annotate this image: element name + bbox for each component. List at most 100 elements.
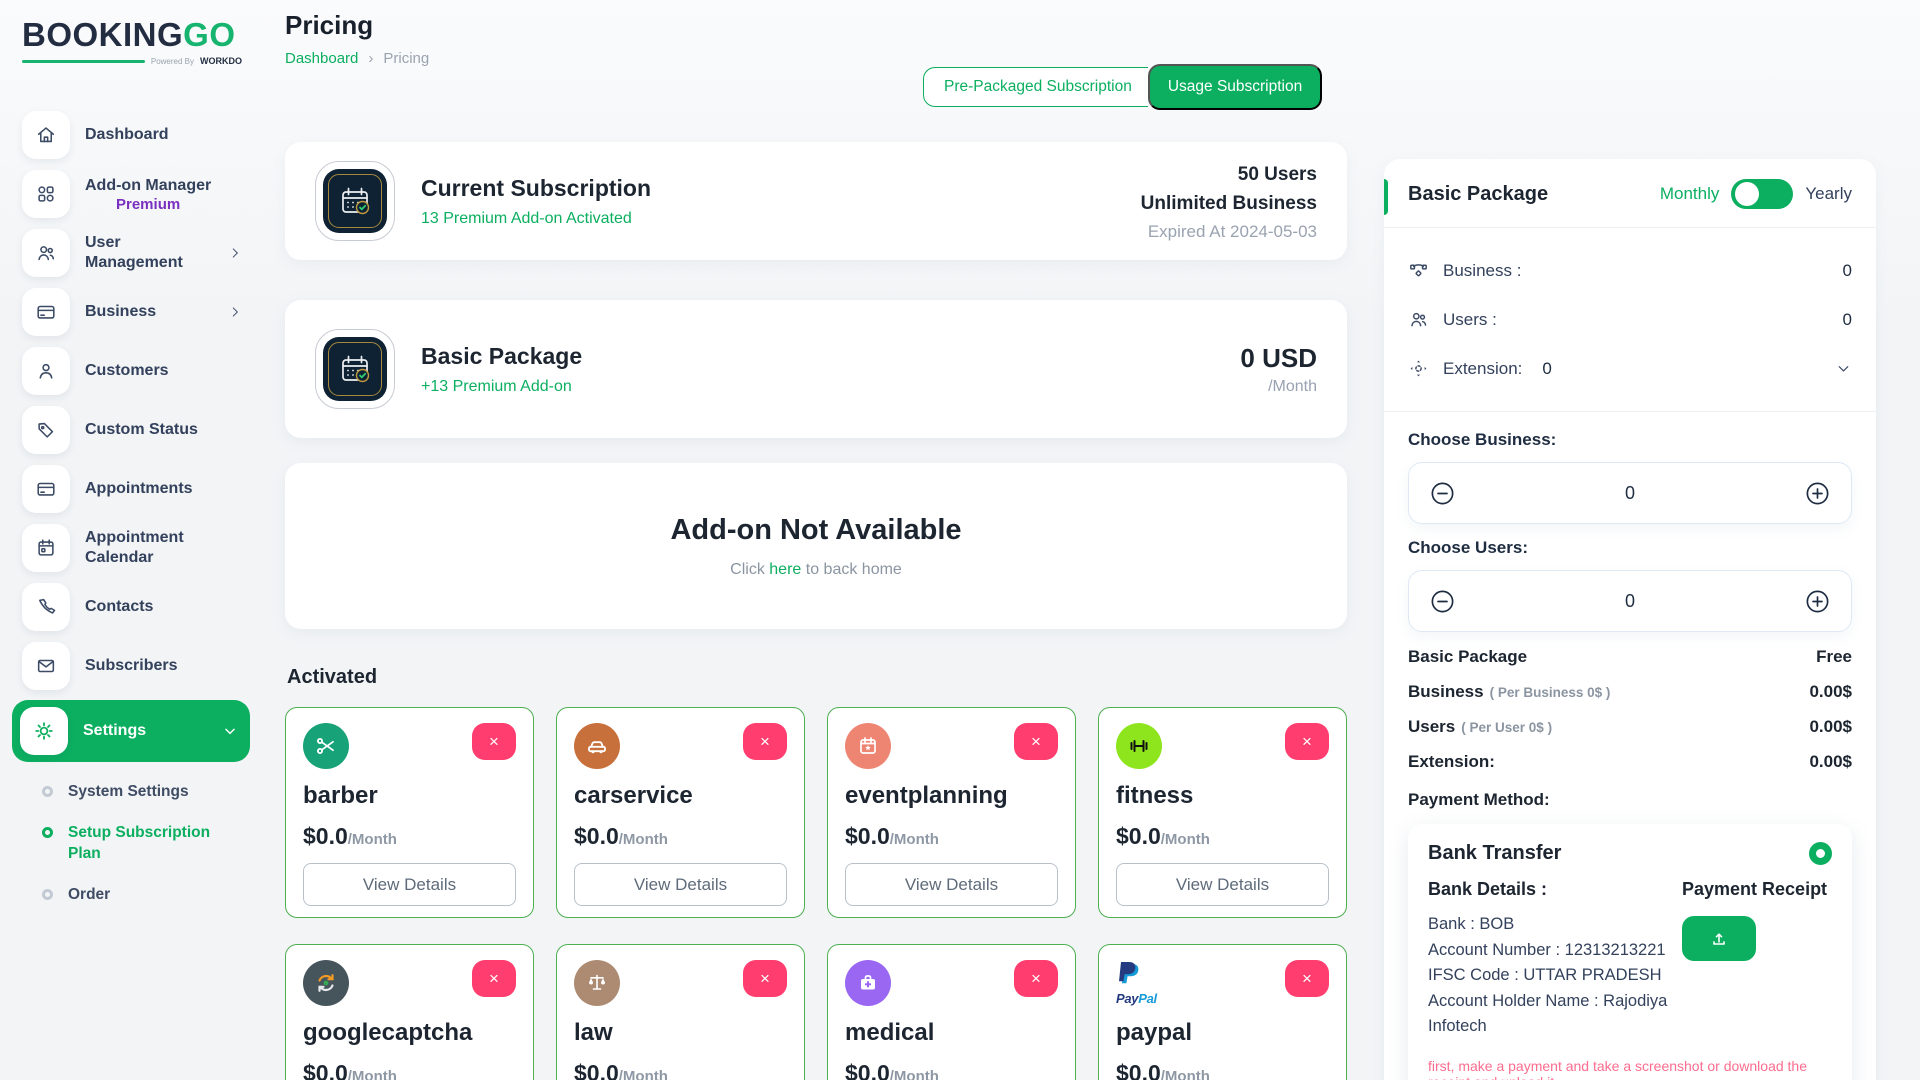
addon-price: $0.0 xyxy=(574,823,619,849)
powered-brand: WORKDO xyxy=(200,56,242,66)
view-details-button[interactable]: View Details xyxy=(574,863,787,906)
users-icon xyxy=(1408,309,1429,330)
close-icon[interactable]: × xyxy=(1285,723,1329,760)
usage-row-users: Users : 0 xyxy=(1408,295,1852,344)
premium-addon-activated-link[interactable]: 13 Premium Add-on Activated xyxy=(421,209,632,227)
bullet-icon xyxy=(42,888,53,900)
business-stepper-value: 0 xyxy=(1624,482,1635,503)
view-details-button[interactable]: View Details xyxy=(845,863,1058,906)
sidebar-item-business[interactable]: Business xyxy=(22,287,242,337)
account-number: Account Number : 12313213221 xyxy=(1428,940,1666,959)
extension-cost: 0.00$ xyxy=(1809,752,1852,771)
minus-icon[interactable] xyxy=(1429,588,1456,615)
close-icon[interactable]: × xyxy=(743,960,787,997)
addon-card-paypal: PayPal × paypal $0.0/Month View Details xyxy=(1098,944,1347,1080)
close-icon[interactable]: × xyxy=(472,960,516,997)
users-icon xyxy=(22,229,70,277)
addon-period: /Month xyxy=(889,831,939,848)
minus-icon[interactable] xyxy=(1429,480,1456,507)
addon-card-googlecaptcha: × googlecaptcha $0.0/Month View Details xyxy=(285,944,534,1080)
current-subscription-card: Current Subscription 13 Premium Add-on A… xyxy=(285,142,1347,260)
addon-period: /Month xyxy=(1160,1068,1210,1080)
barber-icon xyxy=(303,723,349,769)
addon-price: $0.0 xyxy=(303,823,348,849)
plus-icon[interactable] xyxy=(1804,480,1831,507)
ifsc-code: IFSC Code : UTTAR PRADESH xyxy=(1428,966,1662,985)
bank-transfer-radio[interactable] xyxy=(1809,842,1832,865)
home-icon xyxy=(22,111,70,159)
sidebar-item-appointment-calendar[interactable]: Appointment Calendar xyxy=(22,523,242,573)
chevron-right-icon xyxy=(228,246,242,260)
close-icon[interactable]: × xyxy=(1014,723,1058,760)
addon-period: /Month xyxy=(347,831,397,848)
addon-price: $0.0 xyxy=(845,823,890,849)
card-icon xyxy=(22,465,70,513)
account-holder-name: Account Holder Name : Rajodiya Infotech xyxy=(1428,991,1668,1036)
usage-row-extension[interactable]: Extension: 0 xyxy=(1408,344,1852,393)
upload-receipt-button[interactable] xyxy=(1682,916,1756,961)
business-cost: 0.00$ xyxy=(1809,682,1852,701)
breadcrumb-separator: › xyxy=(368,50,374,67)
sidebar-item-customers[interactable]: Customers xyxy=(22,346,242,396)
users-count: 0 xyxy=(1842,309,1852,329)
monthly-label: Monthly xyxy=(1659,184,1720,203)
sidebar-item-settings[interactable]: Settings xyxy=(12,700,250,762)
view-details-button[interactable]: View Details xyxy=(303,863,516,906)
panel-title: Basic Package xyxy=(1408,182,1549,205)
current-business-limit: Unlimited Business xyxy=(1140,193,1317,214)
tab-usage-subscription[interactable]: Usage Subscription xyxy=(1147,64,1323,110)
page-header: Pricing Dashboard › Pricing xyxy=(285,10,429,67)
basic-package-cost: Free xyxy=(1816,647,1852,666)
subscription-icon-frame xyxy=(315,329,395,409)
sidebar-item-dashboard[interactable]: Dashboard xyxy=(22,110,242,160)
plus-icon[interactable] xyxy=(1804,588,1831,615)
close-icon[interactable]: × xyxy=(1014,960,1058,997)
sidebar-item-contacts[interactable]: Contacts xyxy=(22,582,242,632)
sidebar-item-user-management[interactable]: User Management xyxy=(22,228,242,278)
sidebar-subitem-order[interactable]: Order xyxy=(42,885,242,906)
extension-count: 0 xyxy=(1542,358,1552,378)
addon-name: eventplanning xyxy=(845,782,1008,809)
sidebar-item-subscribers[interactable]: Subscribers xyxy=(22,641,242,691)
addon-name: fitness xyxy=(1116,782,1194,809)
person-icon xyxy=(22,347,70,395)
billing-period-toggle[interactable] xyxy=(1731,179,1794,209)
sidebar-item-custom-status[interactable]: Custom Status xyxy=(22,405,242,455)
paypal-wordmark-pal: Pal xyxy=(1138,990,1157,1006)
bank-transfer-note: first, make a payment and take a screens… xyxy=(1428,1057,1807,1080)
close-icon[interactable]: × xyxy=(472,723,516,760)
powered-by-label: Powered By xyxy=(150,56,194,66)
summary-row-basic-package: Basic Package Free xyxy=(1408,647,1852,666)
upload-icon xyxy=(1709,929,1729,949)
yearly-label: Yearly xyxy=(1805,184,1852,203)
back-home-link[interactable]: here xyxy=(769,560,802,578)
usage-row-business: Business : 0 xyxy=(1408,246,1852,295)
subscription-tabs: Pre-Packaged Subscription Usage Subscrip… xyxy=(923,64,1323,110)
grid-icon xyxy=(22,170,70,218)
breadcrumb-dashboard-link[interactable]: Dashboard xyxy=(285,50,359,67)
sidebar-item-addon-manager[interactable]: Add-on Manager Premium xyxy=(22,169,242,219)
close-icon[interactable]: × xyxy=(743,723,787,760)
sidebar-item-appointments[interactable]: Appointments xyxy=(22,464,242,514)
phone-icon xyxy=(22,583,70,631)
premium-addon-link[interactable]: +13 Premium Add-on xyxy=(421,377,572,395)
addon-name: carservice xyxy=(574,782,693,809)
business-stepper: 0 xyxy=(1408,462,1852,524)
sidebar-nav: Dashboard Add-on Manager Premium User Ma… xyxy=(12,110,250,906)
sidebar-subitem-system-settings[interactable]: System Settings xyxy=(42,782,242,803)
addon-name: paypal xyxy=(1116,1019,1193,1046)
back-home-hint: Click here to back home xyxy=(730,561,902,579)
calendar-check-icon xyxy=(323,337,387,401)
business-count: 0 xyxy=(1842,260,1852,280)
pricing-panel: Basic Package Monthly Yearly Business : … xyxy=(1384,159,1876,1080)
addon-period: /Month xyxy=(1160,831,1210,848)
view-details-button[interactable]: View Details xyxy=(1116,863,1329,906)
close-icon[interactable]: × xyxy=(1285,960,1329,997)
addon-price: $0.0 xyxy=(1116,1060,1161,1080)
tab-prepackaged-subscription[interactable]: Pre-Packaged Subscription xyxy=(923,67,1148,107)
activated-heading: Activated xyxy=(287,666,378,688)
sidebar-subitem-setup-subscription-plan[interactable]: Setup Subscription Plan xyxy=(42,823,242,865)
envelope-icon xyxy=(22,642,70,690)
addon-price: $0.0 xyxy=(1116,823,1161,849)
divider xyxy=(1384,227,1876,228)
